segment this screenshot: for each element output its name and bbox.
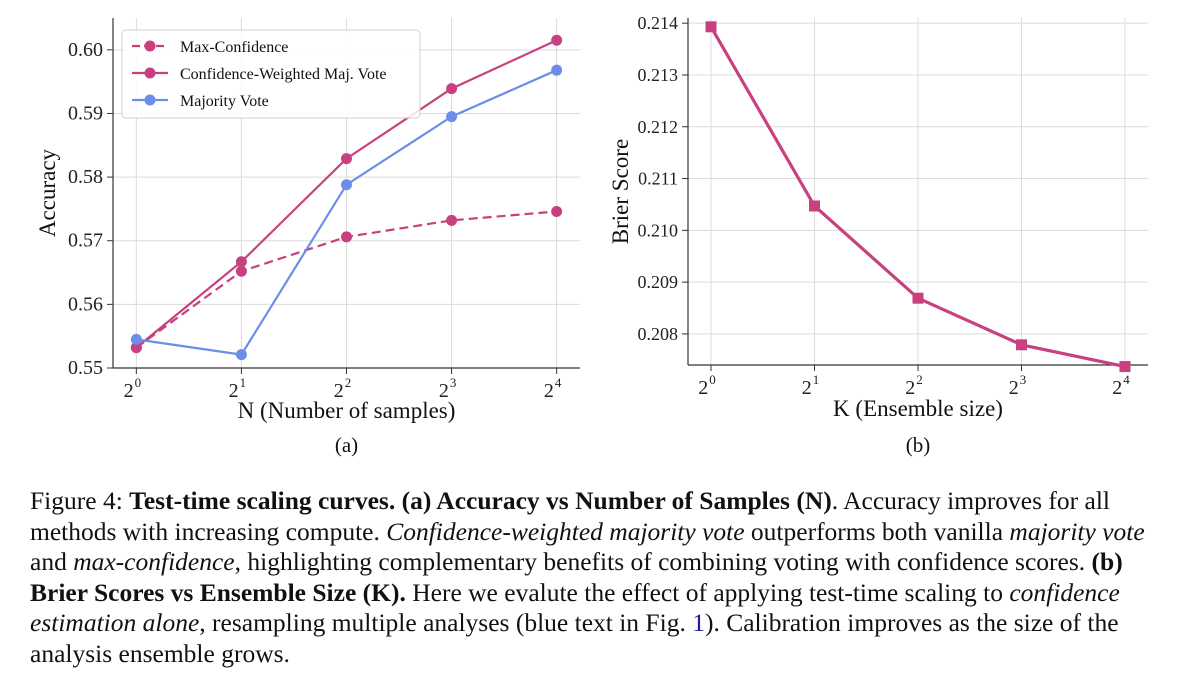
panel-a-x-axis-label: N (Number of samples) bbox=[238, 398, 456, 423]
caption-text: . Accuracy improves for all methods with… bbox=[30, 486, 1111, 546]
legend-box bbox=[121, 29, 421, 119]
data-point-marker bbox=[341, 153, 352, 165]
caption-text: , resampling multiple analyses (blue tex… bbox=[199, 608, 693, 638]
x-tick-exponent: 2 bbox=[916, 372, 923, 387]
data-point-marker bbox=[912, 292, 924, 304]
x-tick-label: 24 bbox=[544, 375, 562, 402]
panel-b-label: (b) bbox=[906, 433, 931, 457]
data-point-marker bbox=[130, 342, 142, 354]
x-tick-exponent: 1 bbox=[240, 375, 247, 390]
y-tick-label: 0.60 bbox=[68, 39, 103, 61]
caption-text: outperforms both vanilla bbox=[744, 516, 1010, 546]
y-tick-label: 0.214 bbox=[638, 13, 679, 33]
caption-text: ). Calibration improves as the size of t… bbox=[30, 608, 1119, 668]
legend-marker bbox=[144, 94, 156, 106]
panel-a-label: (a) bbox=[335, 433, 358, 457]
caption-italic-term: max-confidence bbox=[73, 547, 235, 577]
data-point-marker bbox=[446, 214, 458, 226]
data-point-marker bbox=[551, 34, 563, 46]
y-tick-label: 0.211 bbox=[638, 169, 678, 189]
panel-a-y-axis-label: Accuracy bbox=[35, 148, 60, 237]
data-point-marker bbox=[235, 256, 247, 268]
panel-a-legend: Max-Confidence Confidence-Weighted Maj. V… bbox=[121, 29, 421, 119]
x-tick-label: 20 bbox=[124, 375, 142, 402]
caption-text: , highlighting complementary benefits of… bbox=[234, 547, 1092, 577]
data-point-marker bbox=[341, 231, 352, 243]
caption-text: and bbox=[30, 547, 74, 577]
x-tick-exponent: 3 bbox=[450, 375, 457, 390]
x-tick-exponent: 4 bbox=[1123, 372, 1130, 387]
panel-b-series-brier-score bbox=[705, 21, 1131, 373]
x-tick-exponent: 3 bbox=[1020, 372, 1027, 387]
x-tick-label: 22 bbox=[905, 372, 923, 399]
y-tick-label: 0.210 bbox=[638, 220, 679, 240]
legend-entry-label: Confidence-Weighted Maj. Vote bbox=[180, 66, 387, 83]
x-tick-exponent: 2 bbox=[345, 375, 352, 390]
x-tick-exponent: 4 bbox=[555, 375, 562, 390]
panel-b-grid bbox=[688, 18, 1148, 365]
x-tick-label: 23 bbox=[1009, 372, 1027, 399]
panel-b-y-axis-label: Brier Score bbox=[608, 139, 633, 244]
legend-marker bbox=[144, 40, 156, 52]
data-point-marker bbox=[705, 21, 717, 33]
y-tick-label: 0.56 bbox=[68, 293, 103, 315]
panel-a-series-confidence-weighted-maj-vote bbox=[130, 34, 563, 354]
panel-a-series-majority-vote bbox=[130, 64, 563, 361]
data-point-marker bbox=[341, 179, 352, 191]
data-point-marker bbox=[809, 200, 820, 212]
y-tick-label: 0.213 bbox=[638, 65, 679, 85]
x-tick-exponent: 0 bbox=[709, 372, 716, 387]
figure-caption: Figure 4: Test-time scaling curves. (a) … bbox=[30, 486, 1180, 670]
data-point-marker bbox=[235, 349, 247, 361]
caption-italic-term: confidence estimation alone bbox=[30, 577, 1120, 638]
data-point-marker bbox=[446, 111, 458, 123]
caption-title: Test-time scaling curves. bbox=[129, 486, 396, 515]
caption-figure-ref-link[interactable]: 1 bbox=[692, 608, 705, 638]
x-tick-label: 20 bbox=[698, 372, 716, 399]
y-tick-label: 0.58 bbox=[68, 166, 103, 188]
x-tick-label: 21 bbox=[802, 372, 820, 399]
data-point-marker bbox=[235, 265, 247, 277]
data-point-marker bbox=[1016, 339, 1027, 351]
caption-figure-label: Figure 4: bbox=[30, 486, 130, 515]
data-point-marker bbox=[130, 333, 142, 345]
y-tick-label: 0.208 bbox=[638, 324, 679, 344]
y-tick-label: 0.55 bbox=[68, 357, 103, 379]
data-point-marker bbox=[551, 205, 563, 217]
legend-entry-label: Max-Confidence bbox=[180, 39, 288, 56]
legend-entry-label: Majority Vote bbox=[180, 93, 269, 110]
x-tick-exponent: 1 bbox=[813, 372, 820, 387]
caption-italic-term: Confidence-weighted majority vote bbox=[386, 516, 745, 546]
y-tick-label: 0.59 bbox=[68, 102, 103, 124]
data-point-marker bbox=[1119, 361, 1131, 373]
caption-part-b-label: (b) Brier Scores vs Ensemble Size (K). bbox=[30, 547, 1123, 607]
panel-b-x-axis-label: K (Ensemble size) bbox=[833, 396, 1003, 421]
x-tick-exponent: 0 bbox=[135, 375, 142, 390]
y-tick-label: 0.209 bbox=[638, 272, 679, 292]
data-point-marker bbox=[446, 83, 458, 95]
caption-text: Here we evalute the effect of applying t… bbox=[405, 577, 1010, 607]
y-tick-label: 0.212 bbox=[638, 117, 679, 137]
x-tick-label: 24 bbox=[1112, 372, 1130, 399]
caption-part-a-label: (a) Accuracy vs Number of Samples (N) bbox=[401, 486, 832, 515]
data-point-marker bbox=[551, 64, 563, 76]
y-tick-label: 0.57 bbox=[68, 230, 103, 252]
caption-italic-term: majority vote bbox=[1009, 516, 1145, 546]
legend-marker bbox=[144, 67, 156, 79]
